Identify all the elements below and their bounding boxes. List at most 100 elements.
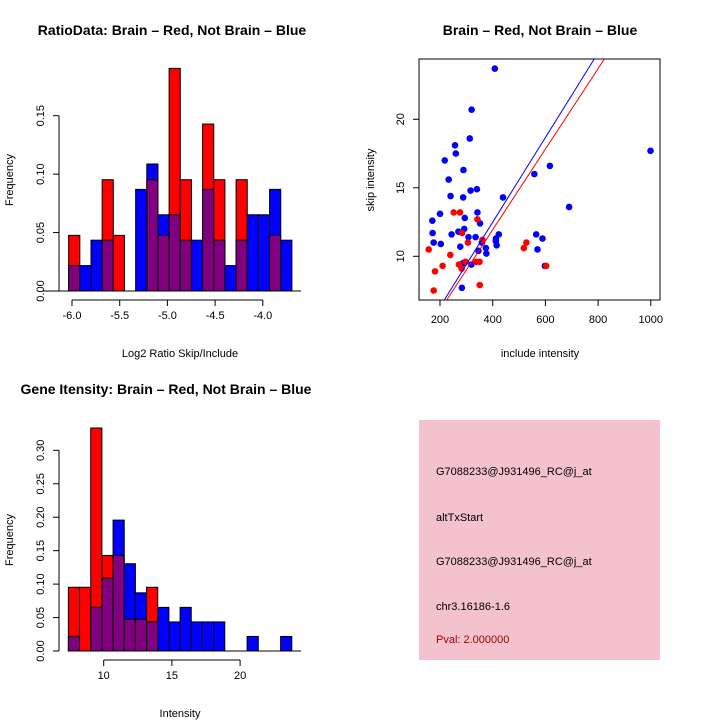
scatter-point-not-brain	[483, 250, 490, 257]
gene-intensity-xlabel: Intensity	[160, 708, 201, 720]
intensity-bar-brain	[79, 586, 92, 652]
ratio-histogram-xlabel: Log2 Ratio Skip/Include	[122, 348, 238, 360]
ratio-x-tick-label: -4.0	[253, 310, 272, 322]
intensity-bar-not-brain	[157, 606, 170, 652]
scatter-point-not-brain	[468, 106, 475, 114]
scatter-point-brain	[425, 246, 432, 253]
intensity-scatter: Brain – Red, Not Brain – Blue include in…	[365, 22, 663, 360]
gene-intensity-title: Gene Itensity: Brain – Red, Not Brain – …	[21, 381, 312, 397]
scatter-point-brain	[520, 244, 528, 252]
ratio-y-tick-label: 0.05	[35, 222, 47, 243]
scatter-point-brain	[476, 281, 484, 289]
scatter-point-not-brain	[531, 170, 538, 178]
scatter-x-tick-label: 400	[484, 314, 502, 326]
intensity-bar-overlap	[67, 635, 81, 652]
scatter-point-not-brain	[491, 65, 499, 72]
scatter-y-tick-label: 10	[395, 250, 407, 262]
scatter-point-not-brain	[430, 239, 437, 246]
scatter-point-not-brain	[495, 231, 503, 238]
scatter-point-not-brain	[452, 150, 460, 157]
ratio-bar-overlap	[146, 179, 159, 292]
scatter-point-brain	[474, 216, 481, 223]
ratio-bar-overlap	[168, 214, 181, 292]
scatter-point-brain	[523, 239, 530, 246]
info-event-type: altTxStart	[436, 512, 483, 524]
scatter-point-not-brain	[474, 209, 481, 216]
intensity-bar-not-brain	[179, 606, 192, 652]
scatter-x-tick-label: 1000	[639, 314, 663, 326]
intensity-x-tick-label: 20	[234, 670, 246, 682]
scatter-plot-box	[418, 58, 661, 301]
intensity-y-tick-label: 0.05	[35, 607, 47, 628]
scatter-point-not-brain	[466, 135, 474, 142]
scatter-point-not-brain	[473, 185, 481, 193]
intensity-y-tick-label: 0.15	[35, 540, 47, 561]
scatter-point-not-brain	[647, 147, 654, 155]
scatter-ylabel: skip intensity	[365, 148, 377, 211]
intensity-bar-overlap	[123, 618, 136, 652]
intensity-y-tick-label: 0.30	[35, 440, 47, 461]
ratio-bar-not-brain	[280, 239, 293, 292]
scatter-x-tick-label: 200	[431, 314, 449, 326]
scatter-point-brain	[450, 209, 458, 216]
intensity-y-tick-label: 0.25	[35, 473, 47, 494]
info-pval: Pval: 2.000000	[436, 634, 509, 646]
scatter-point-brain	[458, 229, 466, 237]
scatter-point-not-brain	[532, 231, 540, 238]
scatter-point-not-brain	[460, 166, 467, 174]
gene-intensity-histogram: Gene Itensity: Brain – Red, Not Brain – …	[4, 381, 312, 720]
scatter-point-not-brain	[441, 157, 449, 164]
ratio-bar-overlap	[179, 239, 192, 292]
ratio-bar-brain	[112, 234, 125, 292]
ratio-bar-overlap	[213, 239, 226, 292]
intensity-bar-not-brain	[168, 621, 181, 652]
scatter-point-not-brain	[482, 244, 490, 252]
fit-line-not-brain	[443, 59, 595, 300]
ratio-bar-not-brain	[190, 239, 204, 292]
intensity-y-tick-label: 0.00	[35, 640, 47, 661]
scatter-point-not-brain	[445, 176, 452, 183]
intensity-bar-not-brain	[280, 635, 293, 652]
scatter-point-not-brain	[429, 229, 436, 237]
scatter-point-brain	[476, 258, 483, 266]
scatter-point-not-brain	[461, 214, 469, 222]
ratio-x-tick-label: -5.0	[158, 310, 177, 322]
info-panel: G7088233@J931496_RC@j_at altTxStart G708…	[419, 420, 660, 660]
ratio-bar-overlap	[202, 188, 215, 292]
scatter-point-not-brain	[436, 210, 444, 218]
scatter-point-not-brain	[437, 240, 445, 248]
scatter-y-tick-label: 20	[395, 113, 407, 125]
scatter-point-brain	[456, 209, 464, 216]
scatter-point-not-brain	[448, 231, 455, 238]
ratio-y-tick-label: 0.10	[35, 163, 47, 184]
intensity-bar-overlap	[90, 606, 103, 652]
scatter-point-not-brain	[456, 243, 464, 251]
scatter-point-not-brain	[565, 203, 573, 211]
ratio-y-tick-label: 0.15	[35, 105, 47, 126]
scatter-point-not-brain	[429, 217, 436, 224]
scatter-point-not-brain	[465, 233, 472, 241]
intensity-bar-overlap	[101, 577, 114, 652]
ratio-x-tick-label: -6.0	[63, 310, 82, 322]
info-location: chr3.16186-1.6	[436, 601, 510, 613]
ratio-bar-not-brain	[135, 188, 148, 292]
info-probe-id-2: G7088233@J931496_RC@j_at	[436, 556, 592, 568]
ratio-histogram: RatioData: Brain – Red, Not Brain – Blue…	[4, 22, 306, 360]
scatter-point-not-brain	[458, 284, 466, 292]
scatter-point-not-brain	[447, 192, 454, 200]
intensity-x-tick-label: 10	[98, 670, 110, 682]
ratio-histogram-title: RatioData: Brain – Red, Not Brain – Blue	[38, 22, 307, 38]
scatter-y-tick-label: 15	[395, 182, 407, 194]
scatter-point-not-brain	[459, 194, 467, 201]
intensity-y-tick-label: 0.20	[35, 506, 47, 527]
ratio-bar-not-brain	[90, 239, 103, 292]
intensity-x-tick-label: 15	[166, 670, 178, 682]
fit-line-brain	[446, 59, 605, 300]
ratio-bar-not-brain	[246, 214, 259, 292]
ratio-bar-not-brain	[79, 265, 92, 292]
intensity-bar-not-brain	[190, 621, 203, 652]
scatter-title: Brain – Red, Not Brain – Blue	[443, 22, 638, 38]
intensity-bar-overlap	[146, 621, 159, 652]
scatter-point-not-brain	[493, 242, 500, 249]
